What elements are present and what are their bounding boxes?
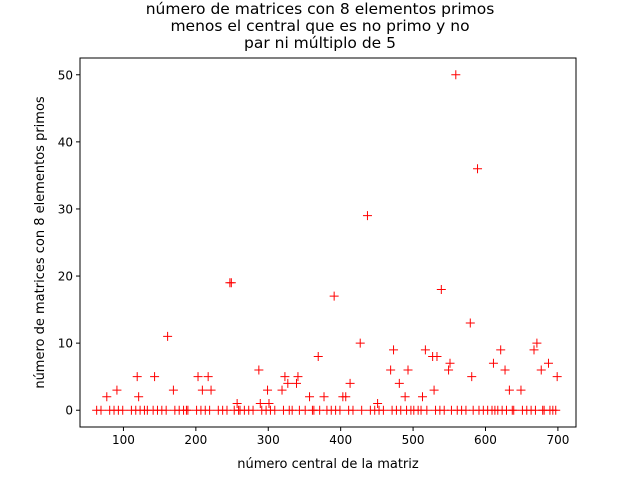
data-point	[444, 365, 454, 375]
data-point	[436, 284, 446, 294]
data-point	[445, 358, 455, 368]
data-point	[429, 385, 439, 395]
data-point	[551, 405, 561, 415]
data-point	[378, 405, 388, 415]
data-point	[400, 392, 410, 402]
y-tick-label: 20	[58, 270, 73, 284]
chart-title-line-2: menos el central que es no primo y no	[170, 17, 470, 35]
data-point	[394, 378, 404, 388]
data-point	[283, 378, 293, 388]
data-point	[197, 385, 207, 395]
data-point	[451, 70, 461, 80]
data-point	[277, 385, 287, 395]
data-point	[403, 365, 413, 375]
data-point	[500, 365, 510, 375]
data-point	[161, 405, 171, 415]
data-point	[467, 372, 477, 382]
data-point	[134, 392, 144, 402]
data-point	[305, 392, 315, 402]
data-point	[329, 291, 339, 301]
data-point	[112, 385, 122, 395]
y-axis-label: número de matrices con 8 elementos primo…	[33, 96, 48, 389]
data-point	[348, 405, 358, 415]
data-point	[357, 405, 367, 415]
data-point	[193, 372, 203, 382]
data-point	[488, 358, 498, 368]
data-point	[232, 399, 242, 409]
plot-area-frame	[79, 57, 577, 428]
x-tick-label: 100	[112, 433, 135, 447]
x-tick-label: 300	[257, 433, 280, 447]
y-tick-label: 0	[65, 404, 73, 418]
data-point	[102, 392, 112, 402]
data-point	[529, 345, 539, 355]
data-point	[168, 385, 178, 395]
data-point	[496, 345, 506, 355]
data-point	[420, 345, 430, 355]
y-tick-label: 40	[58, 135, 73, 149]
x-axis-label: número central de la matriz	[237, 457, 419, 472]
data-point	[313, 352, 323, 362]
data-point	[335, 405, 345, 415]
data-point	[118, 405, 128, 415]
data-point	[280, 372, 290, 382]
data-point	[248, 405, 258, 415]
x-tick-label: 600	[474, 433, 497, 447]
data-point	[373, 399, 383, 409]
y-axis-ticks: 0 10 20 30 40 50	[58, 68, 80, 418]
data-point	[226, 278, 236, 288]
data-point	[536, 365, 546, 375]
data-point	[509, 405, 519, 415]
data-point	[362, 211, 372, 221]
data-point	[345, 378, 355, 388]
chart-title-line-1: número de matrices con 8 elementos primo…	[145, 0, 495, 18]
data-point	[183, 405, 193, 415]
data-point	[264, 399, 274, 409]
data-point	[293, 372, 303, 382]
x-axis-ticks: 100 200 300 400 500 600 700	[112, 427, 569, 447]
data-point	[132, 372, 142, 382]
data-point	[552, 372, 562, 382]
data-point	[504, 385, 514, 395]
data-point	[255, 399, 265, 409]
data-point	[254, 365, 264, 375]
y-tick-label: 50	[58, 68, 73, 82]
data-point	[543, 358, 553, 368]
data-point	[516, 385, 526, 395]
data-point	[319, 392, 329, 402]
data-point	[203, 372, 213, 382]
data-point	[263, 385, 273, 395]
y-tick-label: 30	[58, 202, 73, 216]
data-point	[386, 365, 396, 375]
x-tick-label: 500	[402, 433, 425, 447]
x-tick-label: 400	[329, 433, 352, 447]
data-point	[96, 405, 106, 415]
data-point	[432, 352, 442, 362]
data-points	[92, 70, 562, 415]
data-point	[270, 405, 280, 415]
data-point	[292, 378, 302, 388]
data-point	[206, 385, 216, 395]
data-point	[422, 405, 432, 415]
x-tick-label: 200	[184, 433, 207, 447]
data-point	[163, 331, 173, 341]
chart-title-line-3: par ni múltiplo de 5	[243, 34, 397, 52]
y-tick-label: 10	[58, 337, 73, 351]
x-tick-label: 700	[546, 433, 569, 447]
data-point	[465, 318, 475, 328]
data-point	[341, 392, 351, 402]
data-point	[389, 345, 399, 355]
data-point	[473, 164, 483, 174]
data-point	[205, 405, 215, 415]
data-point	[532, 338, 542, 348]
data-point	[355, 338, 365, 348]
data-point	[150, 372, 160, 382]
data-point	[417, 392, 427, 402]
